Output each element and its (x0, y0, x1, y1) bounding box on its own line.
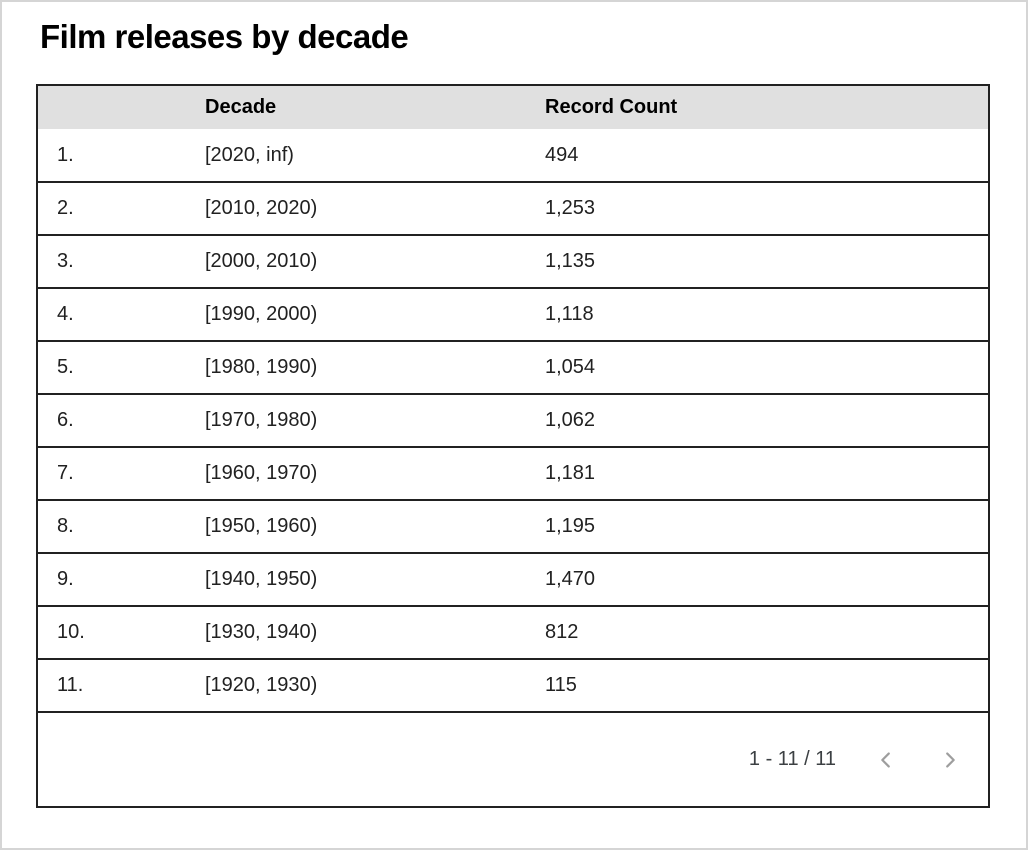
record-count-cell: 1,062 (545, 394, 988, 448)
record-count-cell: 1,195 (545, 500, 988, 554)
row-index-cell: 8. (38, 500, 205, 554)
decade-cell: [1920, 1930) (205, 659, 545, 713)
table-header: Decade Record Count (38, 86, 988, 129)
row-index-cell: 5. (38, 341, 205, 395)
row-index-cell: 6. (38, 394, 205, 448)
decade-cell: [1990, 2000) (205, 288, 545, 342)
chevron-right-icon (946, 751, 955, 768)
decade-cell: [2020, inf) (205, 129, 545, 183)
row-index-cell: 11. (38, 659, 205, 713)
pagination-bar: 1 - 11 / 11 (38, 713, 988, 806)
table-row: 5. [1980, 1990) 1,054 (38, 341, 988, 395)
table-row: 7. [1960, 1970) 1,181 (38, 447, 988, 501)
table-row: 6. [1970, 1980) 1,062 (38, 394, 988, 448)
table-row: 3. [2000, 2010) 1,135 (38, 235, 988, 289)
decade-cell: [1980, 1990) (205, 341, 545, 395)
row-index-cell: 10. (38, 606, 205, 660)
header-cell-decade[interactable]: Decade (205, 86, 545, 129)
table-body: 1. [2020, inf) 494 2. [2010, 2020) 1,253… (38, 129, 988, 713)
decade-cell: [1950, 1960) (205, 500, 545, 554)
decade-cell: [1960, 1970) (205, 447, 545, 501)
record-count-cell: 1,253 (545, 182, 988, 236)
header-cell-record-count[interactable]: Record Count (545, 86, 988, 129)
chevron-left-icon (881, 751, 890, 768)
row-index-cell: 1. (38, 129, 205, 183)
header-cell-index (38, 86, 205, 129)
record-count-cell: 812 (545, 606, 988, 660)
table-row: 4. [1990, 2000) 1,118 (38, 288, 988, 342)
record-count-cell: 1,135 (545, 235, 988, 289)
row-index-cell: 7. (38, 447, 205, 501)
next-page-button[interactable] (938, 748, 962, 772)
record-count-cell: 115 (545, 659, 988, 713)
decade-cell: [1940, 1950) (205, 553, 545, 607)
decade-cell: [2000, 2010) (205, 235, 545, 289)
record-count-cell: 1,118 (545, 288, 988, 342)
table-card: Decade Record Count 1. [2020, inf) 494 2… (36, 84, 990, 808)
page-range-label: 1 - 11 / 11 (748, 748, 836, 770)
record-count-cell: 1,054 (545, 341, 988, 395)
table-row: 8. [1950, 1960) 1,195 (38, 500, 988, 554)
row-index-cell: 2. (38, 182, 205, 236)
row-index-cell: 9. (38, 553, 205, 607)
table-row: 1. [2020, inf) 494 (38, 129, 988, 183)
table-row: 10. [1930, 1940) 812 (38, 606, 988, 660)
header-row: Decade Record Count (38, 86, 988, 129)
decade-cell: [1970, 1980) (205, 394, 545, 448)
prev-page-button[interactable] (874, 748, 898, 772)
decade-cell: [2010, 2020) (205, 182, 545, 236)
row-index-cell: 3. (38, 235, 205, 289)
record-count-cell: 1,181 (545, 447, 988, 501)
row-index-cell: 4. (38, 288, 205, 342)
record-count-cell: 1,470 (545, 553, 988, 607)
page-title: Film releases by decade (40, 18, 409, 55)
table-row: 9. [1940, 1950) 1,470 (38, 553, 988, 607)
table-row: 11. [1920, 1930) 115 (38, 659, 988, 713)
record-count-cell: 494 (545, 129, 988, 183)
table-row: 2. [2010, 2020) 1,253 (38, 182, 988, 236)
decade-cell: [1930, 1940) (205, 606, 545, 660)
data-table: Decade Record Count 1. [2020, inf) 494 2… (38, 86, 988, 713)
